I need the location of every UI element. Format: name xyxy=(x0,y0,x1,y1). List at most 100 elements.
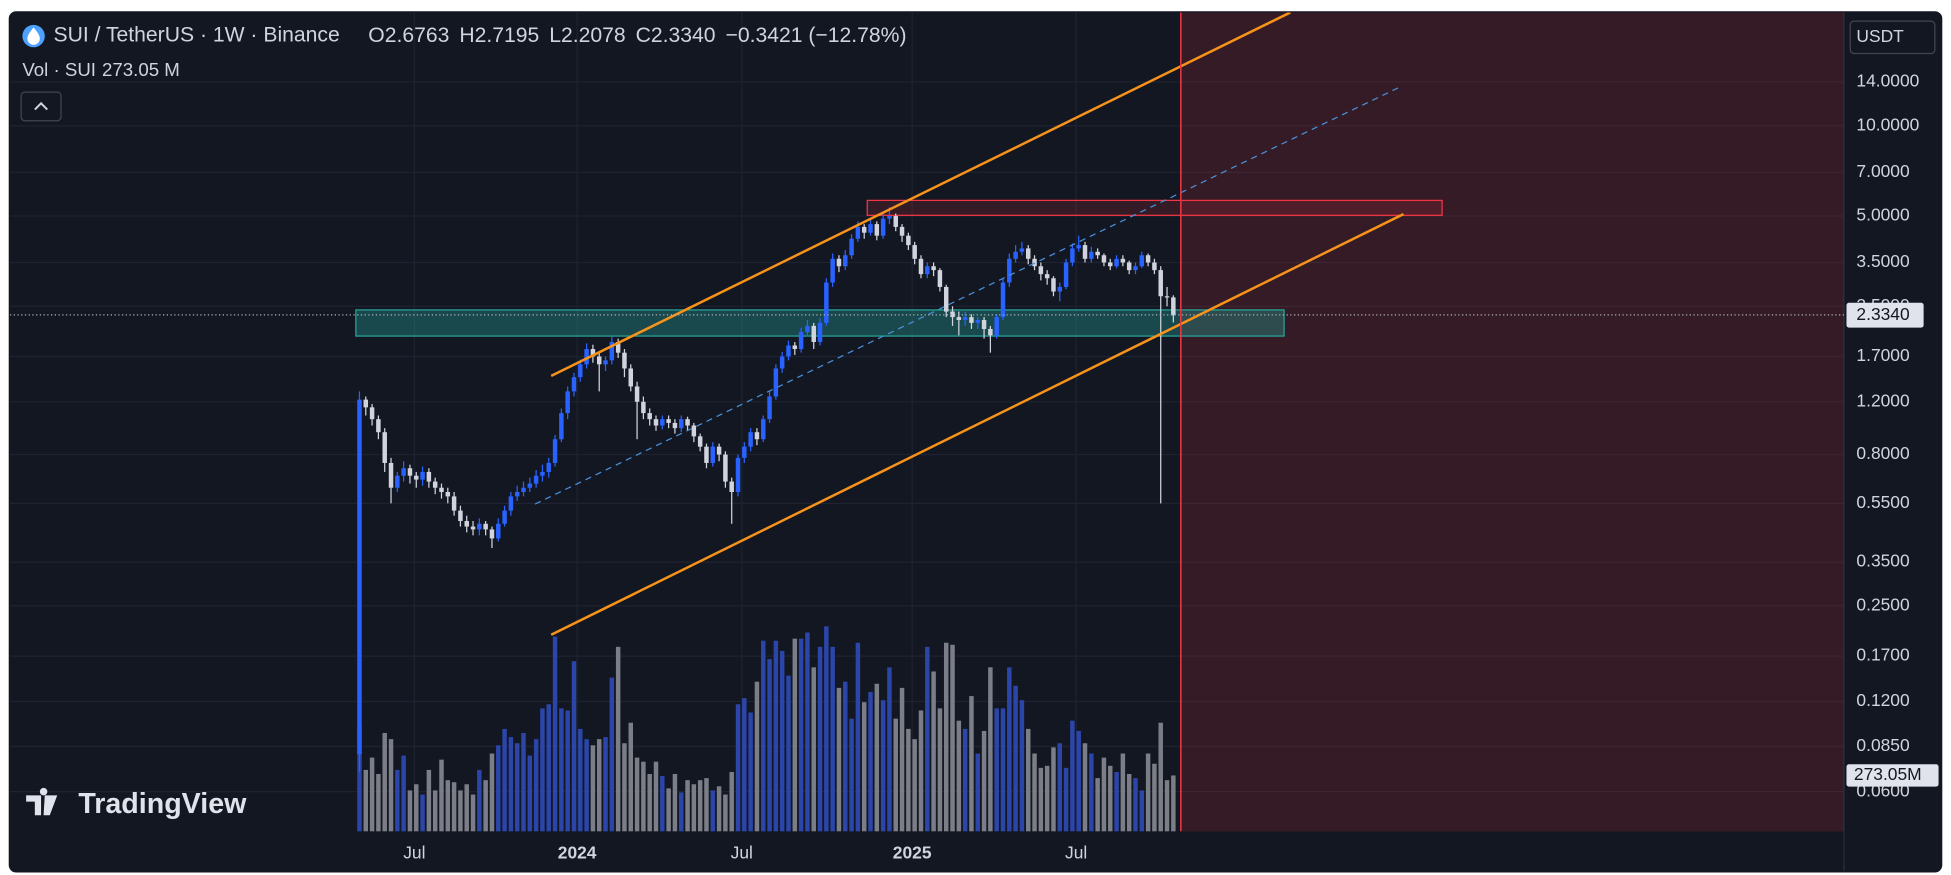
candle-body xyxy=(445,491,451,497)
candle-body xyxy=(704,446,709,463)
candle-body xyxy=(1095,251,1100,256)
volume-bar xyxy=(943,642,949,832)
volume-bar xyxy=(874,683,880,832)
volume-bar xyxy=(710,790,716,832)
volume-bar xyxy=(401,755,406,832)
y-tick-label: 0.3500 xyxy=(1856,551,1909,571)
series xyxy=(357,207,1176,832)
volume-bar xyxy=(1108,765,1113,832)
candle-body xyxy=(1171,297,1176,316)
channel-mid xyxy=(534,85,1403,505)
volume-bar xyxy=(615,646,621,832)
volume-bar xyxy=(956,720,962,832)
candle-body xyxy=(861,226,867,233)
y-tick-label: 0.5500 xyxy=(1856,492,1909,512)
candle-body xyxy=(634,386,640,402)
candle-body xyxy=(357,399,362,755)
volume-bar xyxy=(767,659,772,832)
volume-bar xyxy=(470,794,476,832)
volume-bar xyxy=(849,718,854,832)
candle-body xyxy=(925,266,930,275)
volume-bar xyxy=(451,782,457,832)
volume-bar xyxy=(527,755,533,832)
candle-body xyxy=(540,471,545,476)
candle-body xyxy=(432,481,438,488)
candle-body xyxy=(1126,262,1132,271)
volume-bar xyxy=(477,769,482,832)
candle-body xyxy=(1063,262,1069,287)
candle-body xyxy=(723,454,728,482)
volume-bar xyxy=(704,778,709,832)
volume-bar xyxy=(1025,728,1031,832)
candle-body xyxy=(578,364,583,378)
candle-body xyxy=(943,286,949,312)
candle-body xyxy=(716,446,722,455)
volume-bar xyxy=(1038,767,1044,832)
y-tick-label: 1.7000 xyxy=(1856,345,1909,365)
ohlc-legend: O2.6763 H2.7195 L2.2078 C2.3340 −0.3421 (−12… xyxy=(368,24,906,47)
volume-bar xyxy=(540,708,545,832)
drawings xyxy=(9,12,1844,832)
candle-body xyxy=(1013,251,1018,259)
collapse-button[interactable] xyxy=(20,91,62,122)
x-tick-label: 2024 xyxy=(558,842,597,862)
volume-bar xyxy=(1114,771,1119,832)
x-tick-label: Jul xyxy=(403,842,425,862)
candle-body xyxy=(868,224,873,233)
volume-bar xyxy=(483,780,488,832)
volume-bar xyxy=(836,687,842,832)
volume-bar xyxy=(414,784,419,832)
volume-bar xyxy=(1019,700,1025,832)
candle-body xyxy=(559,413,564,440)
candle-body xyxy=(1139,255,1145,267)
value-l: 2.2078 xyxy=(561,24,626,47)
volume-bar xyxy=(761,640,766,832)
value-c: 2.3340 xyxy=(651,24,716,47)
candle-body xyxy=(1114,258,1119,267)
collapse-icon xyxy=(34,101,48,111)
candle-body xyxy=(647,413,652,420)
candle-body xyxy=(1051,278,1056,292)
candle-body xyxy=(786,345,791,357)
symbol-title: SUI / TetherUS · 1W · Binance xyxy=(54,24,340,47)
symbol-icon-drop xyxy=(27,27,40,45)
candle-body xyxy=(496,523,501,539)
candle-body xyxy=(1164,296,1170,298)
candle-body xyxy=(1145,255,1151,263)
candle-body xyxy=(798,332,804,350)
volume-bar xyxy=(1082,743,1088,832)
x-tick-label: Jul xyxy=(731,842,753,862)
candle-body xyxy=(546,462,551,472)
candle-body xyxy=(508,496,514,511)
candle-body xyxy=(666,419,671,423)
volume-bar xyxy=(1101,757,1107,832)
volume-bar xyxy=(937,708,943,832)
candle-body xyxy=(767,396,772,420)
volume-bar xyxy=(975,753,981,832)
volume-bar xyxy=(552,636,558,832)
volume-bar xyxy=(880,700,886,832)
candle-body xyxy=(824,282,829,323)
volume-bar xyxy=(792,638,798,832)
candle-body xyxy=(407,468,413,476)
volume-bar xyxy=(666,788,671,832)
currency-button[interactable] xyxy=(1849,20,1936,55)
volume-bar xyxy=(1013,685,1018,832)
volume-bar xyxy=(395,769,400,832)
candle-body xyxy=(918,258,924,275)
volume-bar xyxy=(950,644,955,832)
volume-bar xyxy=(779,650,785,832)
candle-body xyxy=(1152,262,1157,271)
candle-body xyxy=(502,510,507,524)
volume-bar xyxy=(830,646,835,832)
volume-bar xyxy=(1152,763,1157,832)
volume-bar xyxy=(824,626,829,832)
volume-bar xyxy=(578,728,583,832)
volume-bar xyxy=(571,661,577,832)
candle-body xyxy=(830,258,835,283)
candle-body xyxy=(1076,245,1081,249)
volume-bar xyxy=(748,712,753,832)
candle-body xyxy=(470,526,476,530)
candle-body xyxy=(691,425,697,437)
candle-body xyxy=(565,391,570,414)
